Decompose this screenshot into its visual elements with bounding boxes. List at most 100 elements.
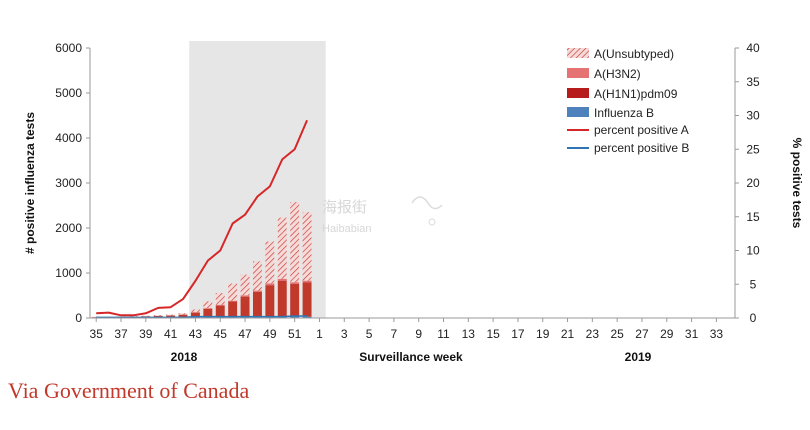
x-tick-label: 47 [238, 327, 252, 341]
y-tick-label: 0 [75, 311, 82, 325]
watermark-subtext: Haibabian [322, 223, 372, 235]
bar-a-unsubtyped--47 [240, 274, 250, 296]
bar-a-unsubtyped--39 [141, 315, 151, 317]
x-tick-label: 39 [139, 327, 153, 341]
legend-label-unsubtyped: A(Unsubtyped) [594, 47, 674, 61]
bar-a-h1n1-pdm09-50 [277, 280, 287, 317]
bar-a-h1n1-pdm09-47 [240, 296, 250, 317]
x-tick-label: 29 [660, 327, 674, 341]
x-tick-label: 3 [341, 327, 348, 341]
watermark: 海报街 Haibabian [322, 196, 443, 235]
bar-influenza-b-51 [290, 316, 300, 318]
x-tick-label: 23 [586, 327, 600, 341]
bar-a-unsubtyped--44 [203, 301, 213, 309]
bar-a-unsubtyped--42 [178, 313, 188, 315]
x-tick-label: 37 [114, 327, 128, 341]
x-tick-label: 41 [164, 327, 178, 341]
bar-a-h3n2--51 [290, 282, 300, 285]
legend-label-percent-a: percent positive A [594, 123, 689, 137]
bar-a-unsubtyped--50 [277, 217, 287, 279]
bar-a-h1n1-pdm09-49 [265, 285, 275, 317]
x-tick-label: 5 [366, 327, 373, 341]
bar-a-h1n1-pdm09-52 [302, 282, 312, 317]
bar-a-h3n2--49 [265, 283, 275, 286]
legend-swatch-unsubtyped [567, 48, 589, 58]
y2-tick-label: 0 [750, 311, 757, 325]
y2-tick-label: 10 [746, 244, 760, 258]
y-tick-label: 3000 [55, 176, 82, 190]
bar-a-unsubtyped--52 [302, 212, 312, 281]
influenza-chart: 海报街 Haibabian 0100020003000400050006000 … [23, 41, 804, 364]
y-tick-label: 4000 [55, 131, 82, 145]
bar-a-h3n2--48 [252, 290, 262, 292]
lines-group [96, 119, 308, 319]
y-tick-label: 6000 [55, 41, 82, 55]
line-percent-positive-b [96, 315, 308, 319]
y2-tick-label: 20 [746, 176, 760, 190]
x-tick-label: 7 [391, 327, 398, 341]
bar-a-unsubtyped--38 [128, 316, 138, 317]
bar-a-h3n2--43 [190, 312, 200, 313]
x-tick-label: 27 [635, 327, 649, 341]
x-tick-label: 15 [486, 327, 500, 341]
x-tick-label: 19 [536, 327, 550, 341]
x-tick-label: 49 [263, 327, 277, 341]
x-tick-label: 13 [462, 327, 476, 341]
y2-tick-label: 30 [746, 109, 760, 123]
year-label-2019: 2019 [625, 350, 652, 364]
year-label-2018: 2018 [171, 350, 198, 364]
x-tick-label: 45 [214, 327, 228, 341]
x-tick-label: 51 [288, 327, 302, 341]
bar-a-h3n2--45 [215, 304, 225, 306]
bar-a-h1n1-pdm09-45 [215, 305, 225, 317]
x-tick-label: 43 [189, 327, 203, 341]
y2-tick-label: 35 [746, 75, 760, 89]
bar-a-h1n1-pdm09-51 [290, 284, 300, 317]
x-axis-title: Surveillance week [359, 350, 463, 364]
legend-label-influenza-b: Influenza B [594, 106, 654, 120]
bar-a-unsubtyped--45 [215, 293, 225, 305]
bar-a-h1n1-pdm09-42 [178, 314, 188, 318]
bar-a-h1n1-pdm09-46 [228, 301, 238, 317]
x-tick-label: 31 [685, 327, 699, 341]
y-tick-label: 2000 [55, 221, 82, 235]
bar-influenza-b-45 [215, 316, 225, 318]
legend-label-percent-b: percent positive B [594, 141, 689, 155]
legend-swatch-influenza-b [567, 107, 589, 117]
x-tick-label: 21 [561, 327, 575, 341]
watermark-text: 海报街 [322, 198, 367, 216]
y-tick-label: 1000 [55, 266, 82, 280]
bar-influenza-b-46 [228, 316, 238, 318]
legend-label-h3n2: A(H3N2) [594, 67, 641, 81]
legend-label-h1n1: A(H1N1)pdm09 [594, 87, 678, 101]
bar-a-h3n2--50 [277, 278, 287, 281]
bar-a-h3n2--44 [203, 308, 213, 309]
bar-a-unsubtyped--48 [252, 261, 262, 291]
bar-a-h1n1-pdm09-44 [203, 309, 213, 318]
x-tick-label: 17 [511, 327, 525, 341]
x-tick-label: 11 [437, 327, 450, 341]
x-tick-label: 9 [415, 327, 422, 341]
watermark-logo-icon [411, 196, 443, 210]
legend-swatch-h3n2 [567, 68, 589, 78]
bar-a-h1n1-pdm09-48 [252, 291, 262, 317]
bar-a-h1n1-pdm09-41 [166, 315, 176, 318]
legend: A(Unsubtyped) A(H3N2) A(H1N1)pdm09 Influ… [567, 47, 689, 155]
bar-a-h3n2--46 [228, 300, 238, 302]
bar-a-h1n1-pdm09-43 [190, 312, 200, 318]
source-caption: Via Government of Canada [8, 378, 250, 403]
y2-tick-label: 25 [746, 142, 760, 156]
watermark-dot-icon [428, 218, 436, 226]
x-tick-label: 1 [316, 327, 323, 341]
x-tick-label: 35 [90, 327, 104, 341]
y-tick-label: 5000 [55, 86, 82, 100]
bar-a-h3n2--52 [302, 280, 312, 283]
y2-tick-label: 15 [746, 210, 760, 224]
right-axis: 0 5 10 15 20 25 30 35 40 [734, 41, 760, 325]
bar-a-h3n2--47 [240, 295, 250, 297]
y2-axis-title: % positive tests [790, 138, 804, 229]
bar-a-unsubtyped--49 [265, 241, 275, 284]
legend-swatch-h1n1 [567, 88, 589, 98]
bar-influenza-b-52 [302, 316, 312, 318]
x-tick-label: 25 [610, 327, 624, 341]
